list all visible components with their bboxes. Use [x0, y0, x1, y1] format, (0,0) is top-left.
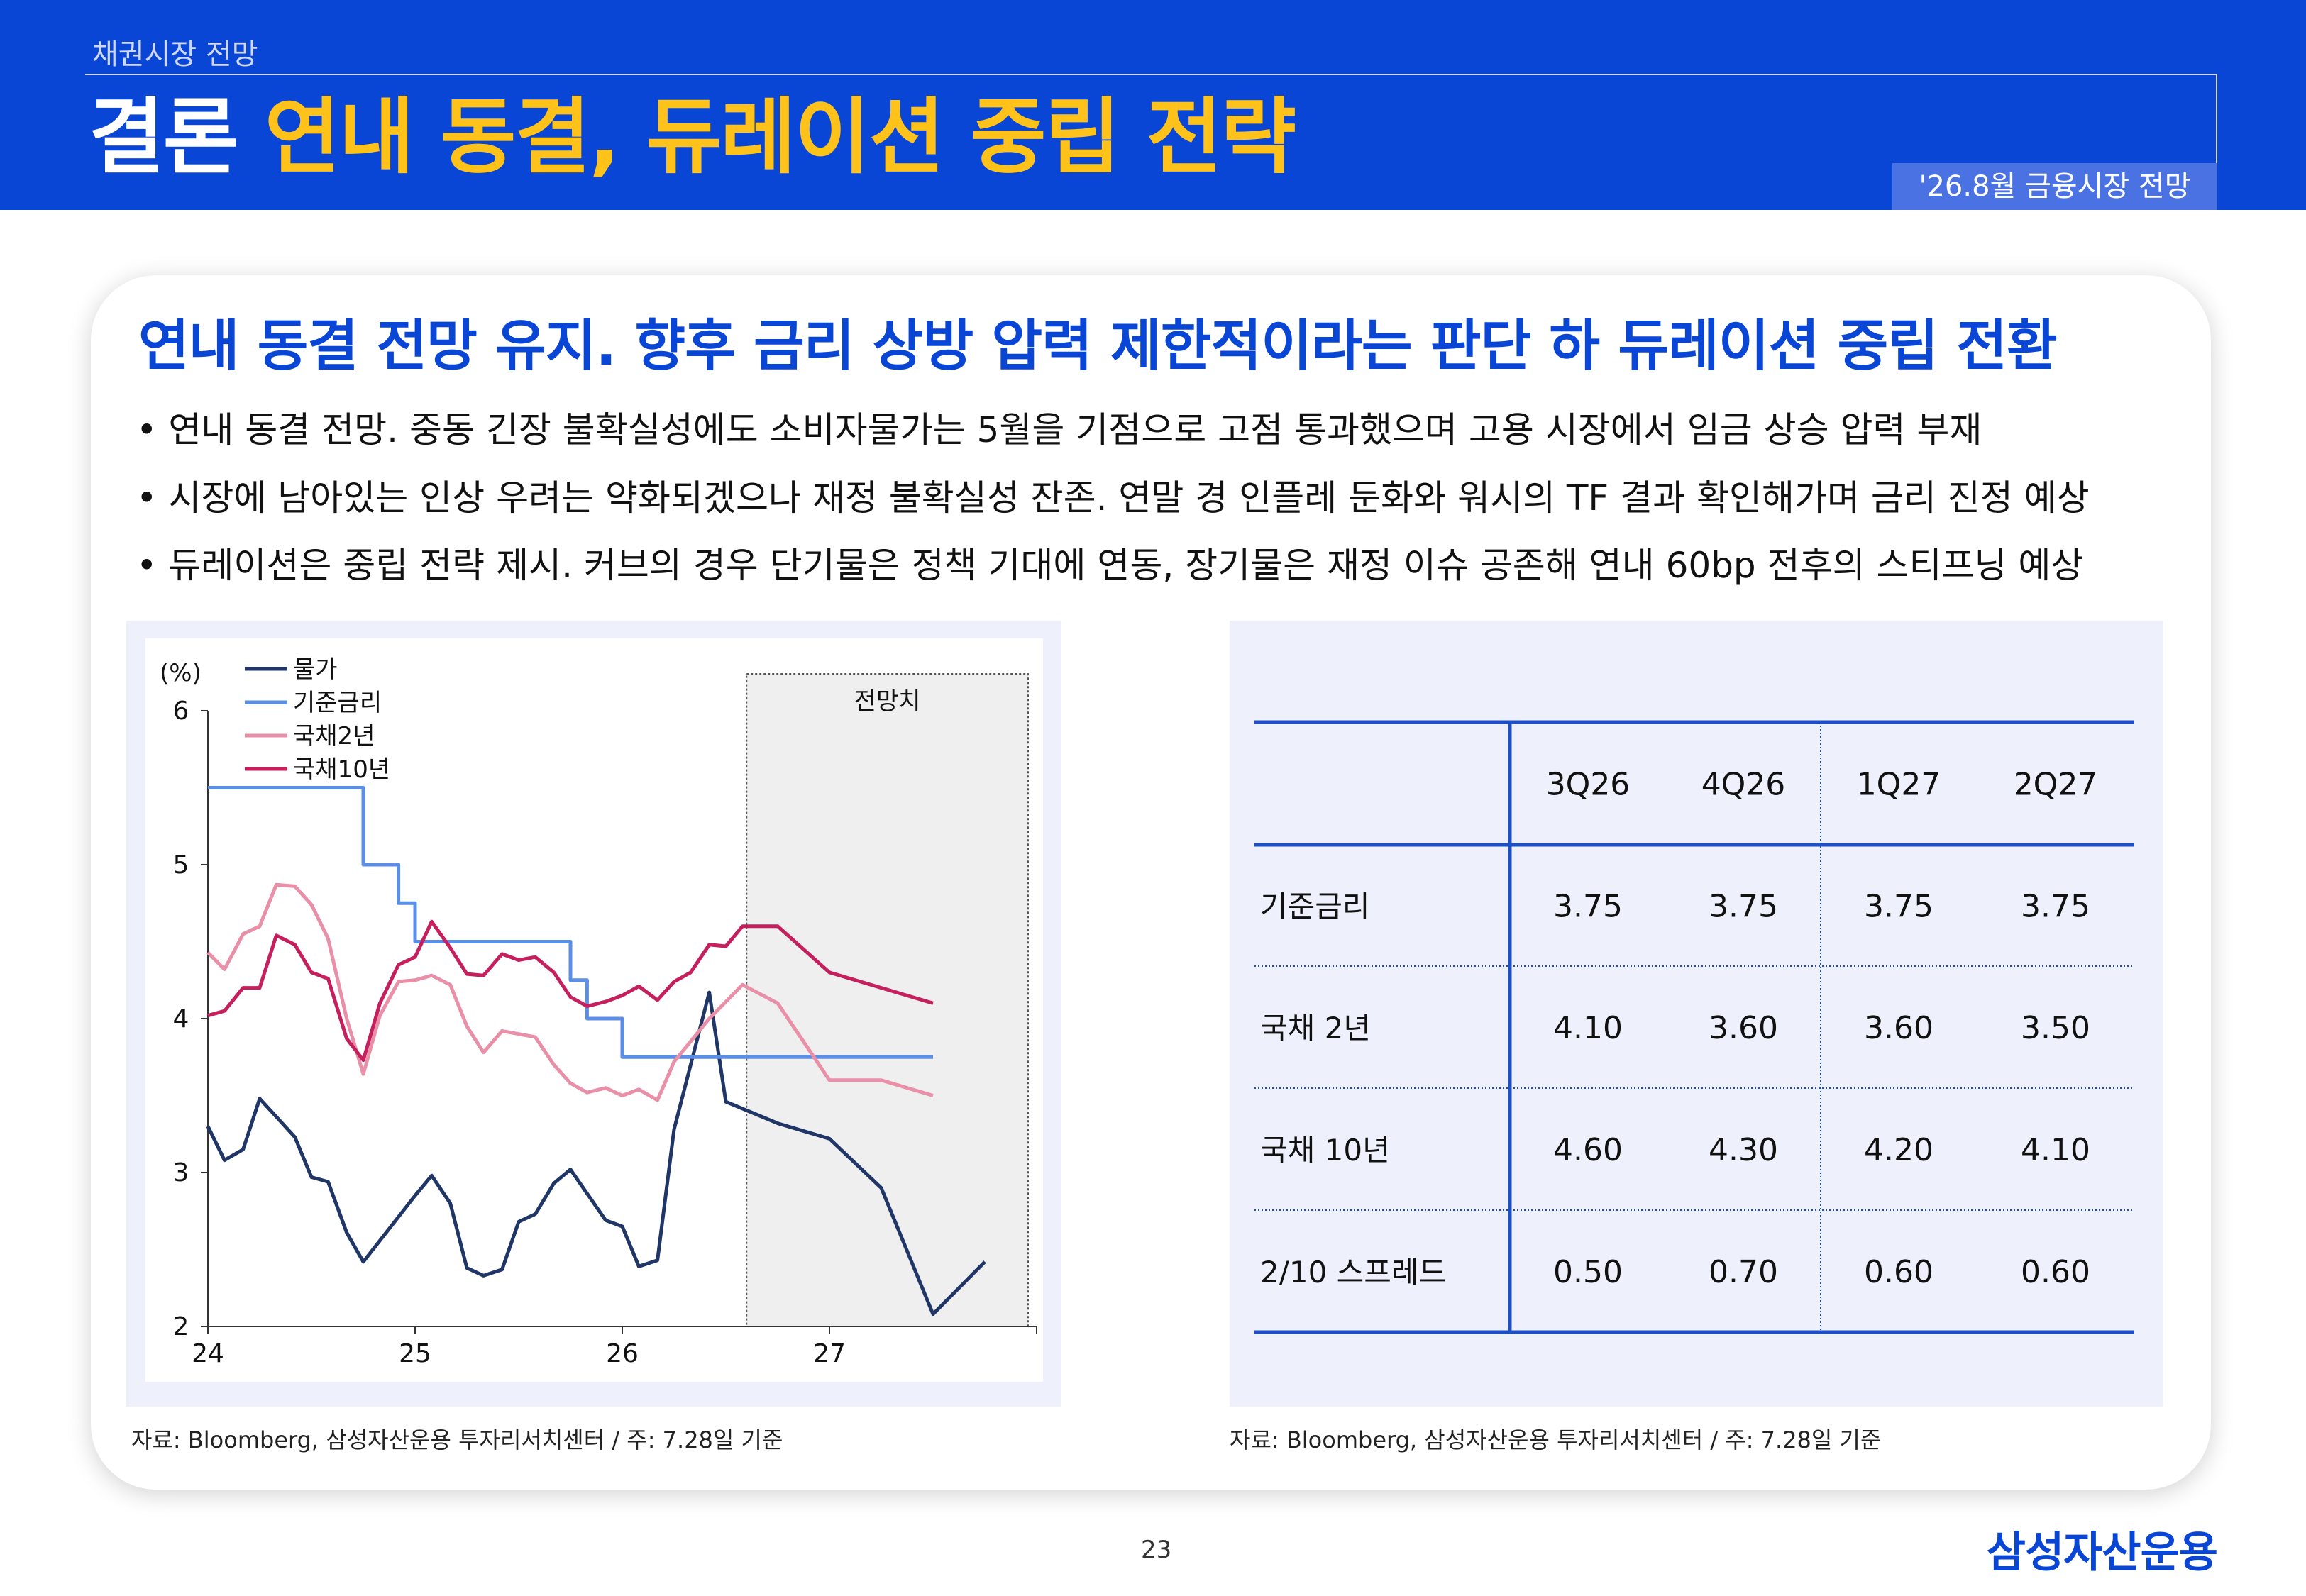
table-value-cell: 3.60: [1864, 1010, 1933, 1046]
y-tick-label: 5: [173, 850, 189, 880]
header-rule-vertical: [2216, 74, 2217, 166]
series-line-3: [206, 882, 934, 1102]
table-value-cell: 4.30: [1709, 1132, 1778, 1168]
y-axis-unit: (%): [160, 659, 202, 687]
x-tick-label: 24: [192, 1339, 224, 1368]
forecast-table: 3Q26 4Q26 1Q27 2Q27 기준금리 3.75 3.75 3.75 3.75 국채 2…: [1254, 720, 2134, 1334]
legend-label: 국채2년: [293, 722, 375, 750]
title-accent: 연내 동결, 듀레이션 중립 전략: [264, 89, 1296, 185]
table-row-label: 국채 2년: [1260, 1011, 1371, 1046]
page-title: 결론 연내 동결, 듀레이션 중립 전략: [89, 89, 1296, 185]
forecast-label: 전망치: [854, 687, 921, 716]
table-header-cell: 4Q26: [1701, 767, 1786, 803]
header-rule: [85, 74, 2217, 75]
table-value-cell: 3.50: [2021, 1010, 2090, 1046]
x-tick-label: 25: [399, 1339, 431, 1368]
table-value-cell: 3.75: [1864, 889, 1933, 925]
table-value-cell: 3.60: [1709, 1010, 1778, 1046]
y-tick-label: 2: [173, 1312, 189, 1341]
table-value-cell: 4.20: [1864, 1132, 1933, 1168]
x-tick-label: 26: [606, 1339, 639, 1368]
x-tick-label: 27: [813, 1339, 846, 1368]
legend-label: 물가: [293, 655, 338, 684]
company-logo: 삼성자산운용: [1986, 1528, 2218, 1578]
y-tick-label: 6: [173, 697, 189, 726]
source-note-right: 자료: Bloomberg, 삼성자산운용 투자리서치센터 / 주: 7.28일…: [1230, 1426, 1882, 1453]
section-label: 채권시장 전망: [92, 38, 258, 71]
legend-label: 국채10년: [293, 755, 390, 784]
table-value-cell: 0.50: [1553, 1254, 1623, 1290]
table-value-cell: 0.60: [2021, 1254, 2090, 1290]
table-row-label: 국채 10년: [1260, 1133, 1390, 1168]
series-line-1: [206, 990, 986, 1317]
table-value-cell: 3.75: [2021, 889, 2090, 925]
table-row-label: 2/10 스프레드: [1260, 1255, 1446, 1290]
table-header-cell: 1Q27: [1857, 767, 1941, 803]
table-value-cell: 4.60: [1553, 1132, 1623, 1168]
date-badge: '26.8월 금융시장 전망: [1892, 163, 2217, 210]
table-value-cell: 4.10: [2021, 1132, 2090, 1168]
table-panel: 3Q26 4Q26 1Q27 2Q27 기준금리 3.75 3.75 3.75 3.75 국채 2…: [1230, 621, 2163, 1407]
bullet-1: • 연내 동결 전망. 중동 긴장 불확실성에도 소비자물가는 5월을 기점으로…: [136, 409, 1982, 450]
y-tick-label: 4: [173, 1004, 189, 1033]
series-line-4: [207, 919, 934, 1063]
table-row-label: 기준금리: [1260, 890, 1370, 924]
page-number: 23: [1141, 1536, 1172, 1564]
table-value-cell: 4.10: [1553, 1010, 1623, 1046]
bullet-3: • 듀레이션은 중립 전략 제시. 커브의 경우 단기물은 정책 기대에 연동,…: [136, 545, 2084, 586]
table-value-cell: 0.70: [1709, 1254, 1778, 1290]
table-header-cell: 2Q27: [2014, 767, 2098, 803]
table-value-cell: 3.75: [1709, 889, 1778, 925]
table-value-cell: 0.60: [1864, 1254, 1933, 1290]
series-line-2: [208, 786, 933, 1059]
source-note-left: 자료: Bloomberg, 삼성자산운용 투자리서치센터 / 주: 7.28일…: [131, 1426, 783, 1453]
card-headline: 연내 동결 전망 유지. 향후 금리 상방 압력 제한적이라는 판단 하 듀레이…: [138, 314, 2058, 378]
title-main: 결론: [89, 89, 238, 185]
legend-label: 기준금리: [293, 689, 382, 717]
forecast-region: [746, 673, 1029, 1327]
table-header-cell: 3Q26: [1546, 767, 1631, 803]
y-tick-label: 3: [173, 1158, 189, 1187]
header-banner: 채권시장 전망 결론 연내 동결, 듀레이션 중립 전략 '26.8월 금융시장…: [0, 0, 2306, 210]
table-value-cell: 3.75: [1553, 889, 1623, 925]
bullet-2: • 시장에 남아있는 인상 우려는 약화되겠으나 재정 불확실성 잔존. 연말 …: [136, 477, 2090, 519]
